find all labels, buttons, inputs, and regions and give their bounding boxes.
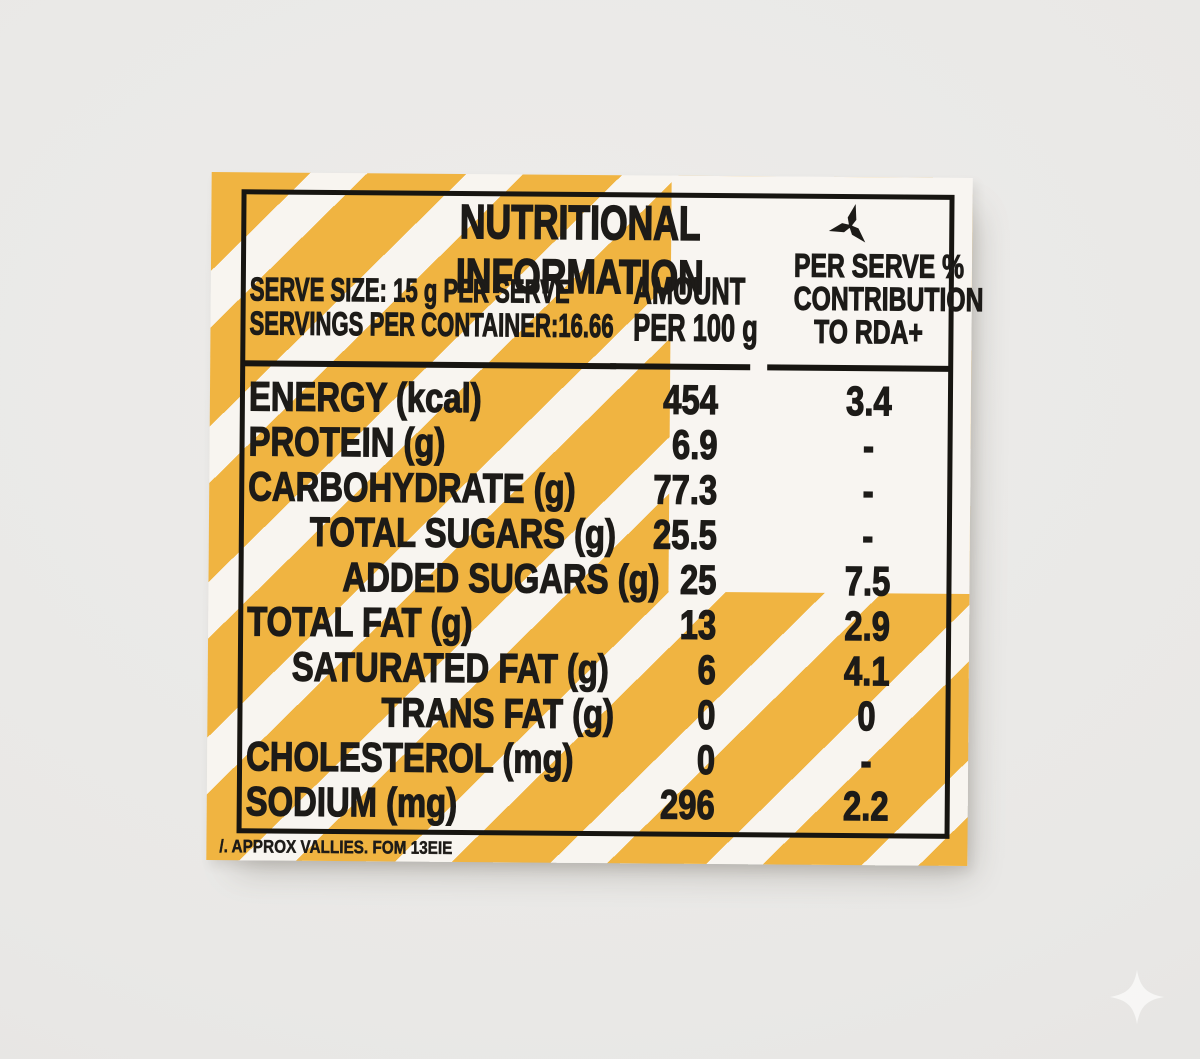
amount-per-100g-value: 6 xyxy=(697,646,717,693)
nutrient-row: ENERGY (kcal) 454 3.4 xyxy=(248,373,949,425)
rda-percent-value: - xyxy=(860,738,872,785)
nutrient-name: SODIUM (mg) xyxy=(245,778,458,827)
sparkle-icon xyxy=(1109,969,1165,1025)
rda-percent-value: 2.2 xyxy=(842,782,889,830)
nutrient-name: CARBOHYDRATE (g) xyxy=(247,463,576,513)
amount-per-100g-value: 77.3 xyxy=(653,466,718,514)
amount-per-100g-value: 454 xyxy=(662,376,719,424)
amount-per-100g-value: 0 xyxy=(696,736,716,783)
servings-per-container-line: SERVINGS PER CONTAINER:16.66 xyxy=(249,304,614,345)
nutrient-row: SODIUM (mg) 296 2.2 xyxy=(245,778,946,830)
nutrient-row: ADDED SUGARS (g) 25 7.5 xyxy=(247,553,947,605)
nutrient-name: SATURATED FAT (g) xyxy=(291,643,610,693)
amount-column-header: AMOUNT PER 100 g xyxy=(608,270,759,351)
amount-per-100g-value: 0 xyxy=(696,691,716,738)
rda-header-line1: PER SERVE % xyxy=(793,246,965,285)
nutrition-label: NUTRITIONAL INFORMATION SERVE SIZE: 15 g… xyxy=(206,172,984,866)
nutrient-name: TRANS FAT (g) xyxy=(381,689,615,738)
rda-percent-value: 0 xyxy=(857,693,877,740)
nutrient-name: PROTEIN (g) xyxy=(248,418,446,467)
three-point-star-icon xyxy=(828,204,865,243)
amount-header-line2: PER 100 g xyxy=(633,307,759,351)
rda-header-line3: TO RDA+ xyxy=(813,312,924,351)
header-underline-amount xyxy=(610,363,751,371)
nutrient-name: ENERGY (kcal) xyxy=(248,373,482,422)
amount-per-100g-value: 25.5 xyxy=(652,511,718,559)
footnote: /. APPROX VALLIES. FOM 13EIE xyxy=(219,836,453,858)
amount-per-100g-value: 296 xyxy=(659,781,715,829)
rda-percent-value: 2.9 xyxy=(844,602,891,650)
title-wrap: NUTRITIONAL INFORMATION xyxy=(333,195,865,307)
nutrient-row: SATURATED FAT (g) 6 4.1 xyxy=(247,643,947,695)
amount-per-100g-value: 13 xyxy=(679,601,717,648)
nutrient-row: TOTAL FAT (g) 13 2.9 xyxy=(246,598,947,650)
nutrient-name: CHOLESTEROL (mg) xyxy=(245,733,574,783)
nutrition-rows: ENERGY (kcal) 454 3.4 PROTEIN (g) 6.9 - … xyxy=(245,373,950,831)
nutrient-name: TOTAL FAT (g) xyxy=(246,598,473,647)
amount-per-100g-value: 25 xyxy=(679,556,717,603)
rda-percent-value: 7.5 xyxy=(844,557,891,605)
serve-size-line: SERVE SIZE: 15 g PER SERVE xyxy=(249,270,570,310)
nutrient-row: PROTEIN (g) 6.9 - xyxy=(248,418,948,470)
rda-percent-value: - xyxy=(862,468,874,515)
amount-per-100g-value: 6.9 xyxy=(671,421,718,469)
nutrient-row: TRANS FAT (g) 0 0 xyxy=(246,689,946,740)
nutrient-row: CARBOHYDRATE (g) 77.3 - xyxy=(247,463,948,515)
nutrient-name: TOTAL SUGARS (g) xyxy=(309,508,617,558)
rda-percent-value: - xyxy=(862,513,874,560)
title-row: NUTRITIONAL INFORMATION xyxy=(241,194,955,308)
rda-percent-value: - xyxy=(862,423,875,470)
rda-percent-value: 3.4 xyxy=(845,377,892,425)
nutrient-row: TOTAL SUGARS (g) 25.5 - xyxy=(248,508,948,560)
amount-header-line1: AMOUNT xyxy=(633,270,746,314)
rda-percent-value: 4.1 xyxy=(843,647,890,695)
rda-header-line2: CONTRIBUTION xyxy=(793,279,984,319)
rda-column-header: PER SERVE % CONTRIBUTION TO RDA+ xyxy=(768,246,984,351)
nutrient-row: CHOLESTEROL (mg) 0 - xyxy=(245,733,946,785)
